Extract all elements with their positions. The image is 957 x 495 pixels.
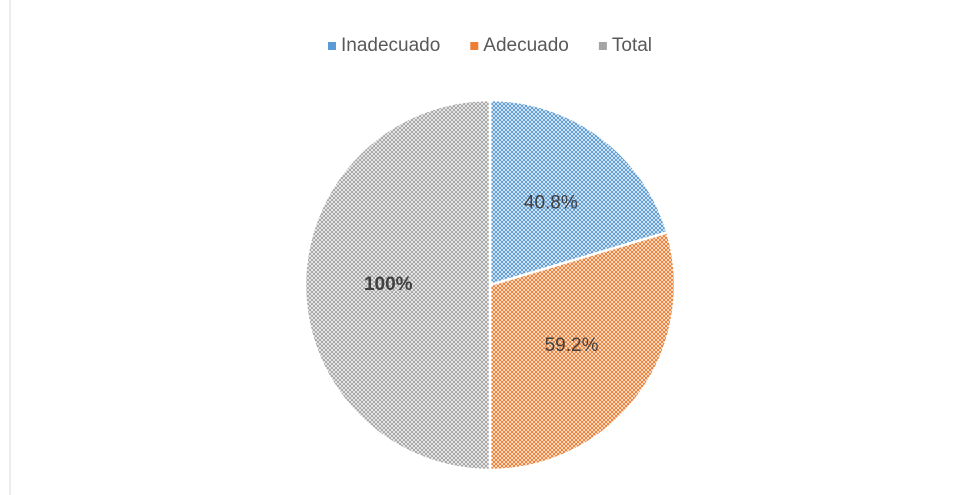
- data-label: 40.8%: [524, 192, 578, 213]
- legend-marker: [470, 42, 479, 50]
- legend-text: Total: [612, 35, 652, 56]
- legend: Inadecuado Adecuado Total: [327, 35, 652, 56]
- legend-text: Adecuado: [483, 35, 569, 56]
- legend-marker: [598, 42, 607, 50]
- legend-text: Inadecuado: [341, 35, 440, 56]
- legend-marker: [327, 42, 336, 50]
- pie-slice: [488, 98, 669, 287]
- data-label: 100%: [364, 274, 413, 295]
- data-label: 59.2%: [545, 335, 599, 356]
- pie-slice: [303, 98, 492, 472]
- pie-slice: [488, 230, 677, 472]
